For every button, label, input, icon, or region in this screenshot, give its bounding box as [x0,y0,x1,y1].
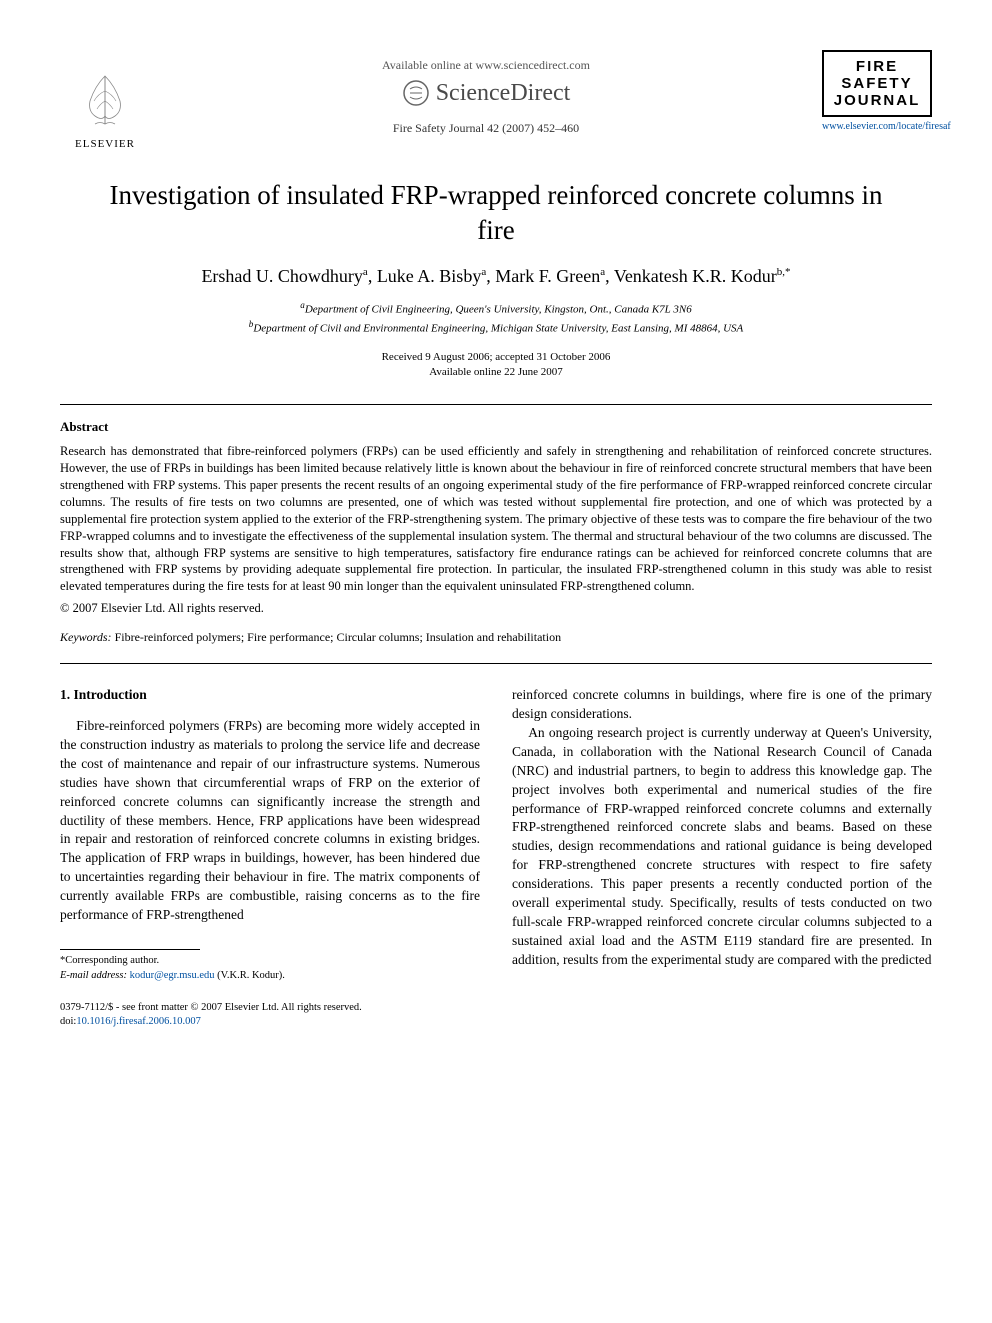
body-columns: 1. Introduction Fibre-reinforced polymer… [60,686,932,1028]
header-center: Available online at www.sciencedirect.co… [150,50,822,136]
received-date: Received 9 August 2006; accepted 31 Octo… [60,350,932,365]
doi-label: doi: [60,1016,76,1027]
column-right: reinforced concrete columns in buildings… [512,686,932,1028]
online-date: Available online 22 June 2007 [60,365,932,380]
sciencedirect-icon [402,79,430,107]
email-line: E-mail address: kodur@egr.msu.edu (V.K.R… [60,969,480,984]
abstract-heading: Abstract [60,419,932,435]
affiliation-a: aDepartment of Civil Engineering, Queen'… [60,299,932,318]
intro-continuation: reinforced concrete columns in buildings… [512,686,932,724]
doi-value[interactable]: 10.1016/j.firesaf.2006.10.007 [76,1016,201,1027]
journal-logo-box: FIRE SAFETY JOURNAL [822,50,932,117]
elsevier-tree-icon [70,66,140,136]
email-name: (V.K.R. Kodur). [217,970,285,981]
journal-logo-line-3: JOURNAL [828,92,926,109]
elsevier-logo: ELSEVIER [60,50,150,150]
sciencedirect-text: ScienceDirect [436,80,571,107]
footnote: *Corresponding author. E-mail address: k… [60,954,480,983]
intro-paragraph-1: Fibre-reinforced polymers (FRPs) are bec… [60,717,480,925]
journal-url[interactable]: www.elsevier.com/locate/firesaf [822,121,932,132]
intro-paragraph-2: An ongoing research project is currently… [512,724,932,970]
article-title: Investigation of insulated FRP-wrapped r… [100,178,892,248]
divider-bottom [60,663,932,664]
abstract-text: Research has demonstrated that fibre-rei… [60,443,932,595]
section-1-heading: 1. Introduction [60,686,480,705]
copyright-line: © 2007 Elsevier Ltd. All rights reserved… [60,601,932,616]
front-matter: 0379-7112/$ - see front matter © 2007 El… [60,1001,480,1015]
affiliation-b: bDepartment of Civil and Environmental E… [60,318,932,337]
email-address[interactable]: kodur@egr.msu.edu [130,970,215,981]
available-online-text: Available online at www.sciencedirect.co… [150,58,822,73]
journal-logo-line-2: SAFETY [828,75,926,92]
column-left: 1. Introduction Fibre-reinforced polymer… [60,686,480,1028]
email-label: E-mail address: [60,970,127,981]
corresponding-author: *Corresponding author. [60,954,480,969]
article-dates: Received 9 August 2006; accepted 31 Octo… [60,350,932,381]
keywords-label: Keywords: [60,630,112,644]
elsevier-label: ELSEVIER [75,138,135,150]
divider-top [60,404,932,405]
keywords: Keywords: Fibre-reinforced polymers; Fir… [60,630,932,645]
journal-logo-line-1: FIRE [828,58,926,75]
footnote-separator [60,949,200,950]
header: ELSEVIER Available online at www.science… [60,50,932,150]
journal-reference: Fire Safety Journal 42 (2007) 452–460 [150,121,822,136]
affiliations: aDepartment of Civil Engineering, Queen'… [60,299,932,337]
doi-line: doi:10.1016/j.firesaf.2006.10.007 [60,1015,480,1029]
sciencedirect-logo: ScienceDirect [150,79,822,107]
authors: Ershad U. Chowdhurya, Luke A. Bisbya, Ma… [60,266,932,287]
keywords-text: Fibre-reinforced polymers; Fire performa… [115,630,562,644]
journal-logo: FIRE SAFETY JOURNAL www.elsevier.com/loc… [822,50,932,132]
footer: 0379-7112/$ - see front matter © 2007 El… [60,1001,480,1028]
